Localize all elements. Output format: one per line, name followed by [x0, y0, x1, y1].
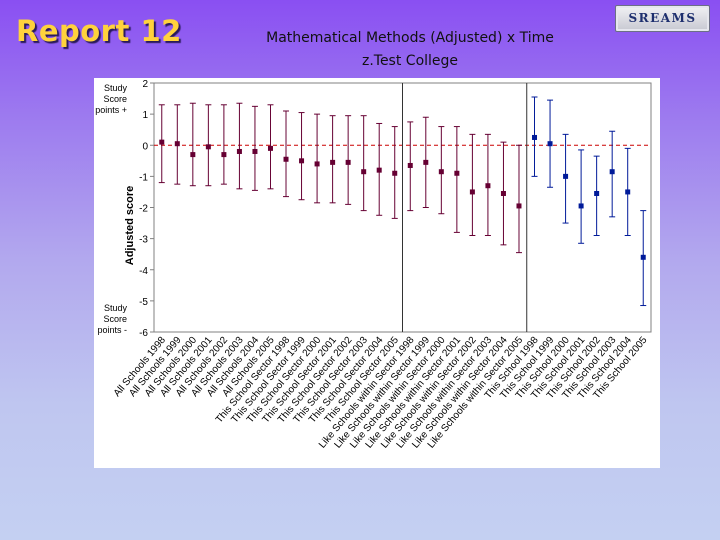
data-point: [174, 141, 180, 147]
data-point: [407, 162, 413, 168]
data-point: [454, 170, 460, 176]
data-point: [532, 134, 538, 140]
y-tick-label: -3: [139, 235, 148, 246]
data-point: [283, 156, 289, 162]
data-point: [594, 190, 600, 196]
data-point: [159, 139, 165, 145]
y-axis-label: Adjusted score: [124, 186, 136, 265]
data-point: [640, 254, 646, 260]
y-tick-label: -2: [139, 204, 148, 215]
data-point: [625, 189, 631, 195]
data-point: [563, 173, 569, 179]
study-score-minus-label: Study: [104, 303, 128, 313]
study-score-minus-label: Score: [103, 314, 127, 324]
report-title: Report 12: [16, 14, 182, 48]
data-point: [485, 183, 491, 189]
data-point: [376, 167, 382, 173]
data-point: [547, 141, 553, 147]
data-point: [314, 161, 320, 167]
study-score-plus-label: points +: [95, 105, 127, 115]
data-point: [299, 158, 305, 164]
data-point: [423, 159, 429, 165]
data-point: [205, 144, 211, 150]
data-point: [516, 203, 522, 209]
chart-title: Mathematical Methods (Adjusted) x Time z…: [230, 27, 590, 73]
data-point: [392, 170, 398, 176]
data-point: [469, 189, 475, 195]
study-score-plus-label: Study: [104, 83, 128, 93]
y-tick-label: 0: [142, 141, 148, 152]
data-point: [267, 145, 273, 151]
data-point: [190, 152, 196, 158]
data-point: [609, 169, 615, 175]
chart-subtitle: z.Test College: [361, 53, 459, 69]
y-tick-label: -5: [139, 297, 148, 308]
study-score-minus-label: points -: [97, 325, 127, 335]
study-score-plus-label: Score: [103, 94, 127, 104]
sreams-logo: SREAMS: [615, 5, 710, 32]
data-point: [361, 169, 367, 175]
data-point: [221, 152, 227, 158]
chart-panel: 2 1 0 -1 -2 -3 -4 -5 -6 Adjusted score Study Score p…: [94, 78, 660, 468]
y-tick-label: -1: [139, 172, 148, 183]
logo-text: SREAMS: [628, 11, 697, 25]
y-tick-label: 2: [142, 79, 148, 90]
y-tick-label: -4: [139, 266, 148, 277]
data-point: [345, 159, 351, 165]
data-point: [500, 190, 506, 196]
data-point: [252, 148, 258, 154]
data-point: [578, 203, 584, 209]
data-point: [330, 159, 336, 165]
data-point: [438, 169, 444, 175]
y-tick-label: 1: [142, 110, 148, 121]
chart-title-line1: Mathematical Methods (Adjusted) x Time: [266, 30, 554, 46]
y-tick-label: -6: [139, 328, 148, 339]
data-point: [236, 148, 242, 154]
